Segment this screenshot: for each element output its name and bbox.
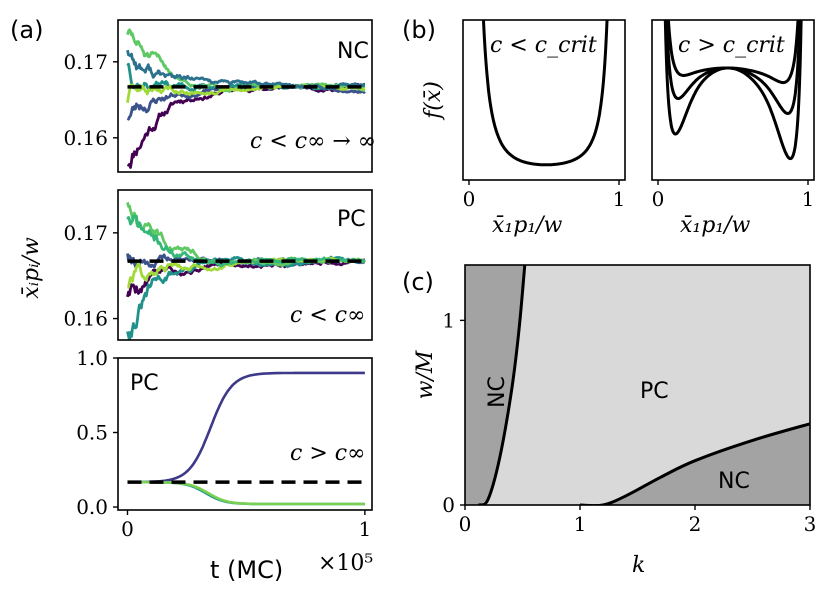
condition-label: c < c∞ [290, 303, 365, 328]
phase-boundary-right [580, 422, 810, 505]
x-tick-label: 1 [574, 512, 587, 536]
region-label: NC [337, 39, 369, 64]
chart-a-bottom: PC c > c∞ 0.0 0.5 1.0 0 1 t (MC) ×10⁵ [76, 346, 373, 584]
x-tick-label: 2 [689, 512, 702, 536]
panel-label-a: (a) [10, 16, 43, 44]
plot-frame [462, 19, 626, 181]
trajectory-line [127, 371, 365, 484]
y-tick-label: 0.16 [63, 126, 108, 150]
y-axis-label-c: w/M [413, 350, 438, 399]
y-tick-label: 0.17 [63, 221, 108, 245]
density-curve [481, 20, 609, 167]
y-tick-label: 0.17 [63, 50, 108, 74]
y-tick-label: 0.0 [76, 495, 108, 519]
y-tick-label: 1 [442, 308, 455, 332]
x-tick-label: 0 [121, 517, 134, 541]
region-label-nc-left: NC [485, 376, 510, 408]
plot-frame [117, 189, 373, 341]
x-axis-label-b-left: x̄₁p₁/w [492, 213, 563, 238]
plot-frame [464, 264, 811, 506]
x-tick-label: 1 [359, 517, 372, 541]
condition-label: c < c_crit [490, 33, 597, 58]
region-label-pc: PC [640, 379, 669, 404]
x-axis-label-c: k [632, 553, 645, 578]
x-tick-label: 1 [613, 187, 626, 211]
chart-a-top: NC c < c∞ → ∞ 0.16 0.17 [63, 19, 376, 173]
condition-label: c > c∞ [290, 441, 365, 466]
x-axis-label-a: t (MC) [210, 556, 283, 584]
chart-b-left: c < c_crit 0 1 x̄₁p₁/w f(x̄) [421, 19, 626, 238]
x-axis-label-b-right: x̄₁p₁/w [680, 213, 751, 238]
y-tick-label: 0.5 [76, 421, 108, 445]
trajectory-line [127, 480, 365, 506]
region-label: PC [337, 207, 366, 232]
panel-label-c: (c) [402, 268, 434, 296]
trajectory-line [126, 49, 366, 91]
x-tick-label: 1 [802, 187, 815, 211]
y-tick-label: 0.16 [63, 307, 108, 331]
x-tick-label: 3 [804, 512, 817, 536]
y-tick-label: 1.0 [76, 346, 108, 370]
chart-c-phase-diagram: NC PC NC 0 1 2 3 0 1 k w/M [413, 264, 817, 578]
region-label-nc-right: NC [718, 469, 750, 494]
chart-a-middle: PC c < c∞ 0.16 0.17 [63, 189, 373, 341]
y-axis-label-b: f(x̄) [421, 81, 446, 121]
x-axis-multiplier: ×10⁵ [318, 551, 373, 576]
trajectory-line [127, 480, 365, 506]
y-axis-label-a: x̄ᵢpᵢ/w [19, 237, 44, 299]
condition-label: c > c_crit [678, 33, 785, 58]
y-tick-label: 0 [442, 493, 455, 517]
x-tick-label: 0 [652, 187, 665, 211]
plot-frame [117, 357, 373, 511]
plot-frame [117, 19, 373, 173]
nc-region-left [465, 265, 525, 505]
condition-label: c < c∞ → ∞ [250, 129, 376, 154]
trajectory-line [126, 82, 366, 169]
panel-label-b: (b) [402, 16, 436, 44]
trajectory-line [126, 83, 366, 103]
phase-boundary-left [478, 265, 527, 505]
trajectory-line [126, 258, 366, 298]
nc-region-right [580, 423, 810, 505]
region-label: PC [130, 371, 159, 396]
plot-frame [651, 19, 815, 181]
density-curve [663, 20, 803, 161]
x-tick-label: 0 [463, 187, 476, 211]
x-tick-label: 0 [459, 512, 472, 536]
chart-b-right: c > c_crit 0 1 x̄₁p₁/w [651, 19, 815, 238]
